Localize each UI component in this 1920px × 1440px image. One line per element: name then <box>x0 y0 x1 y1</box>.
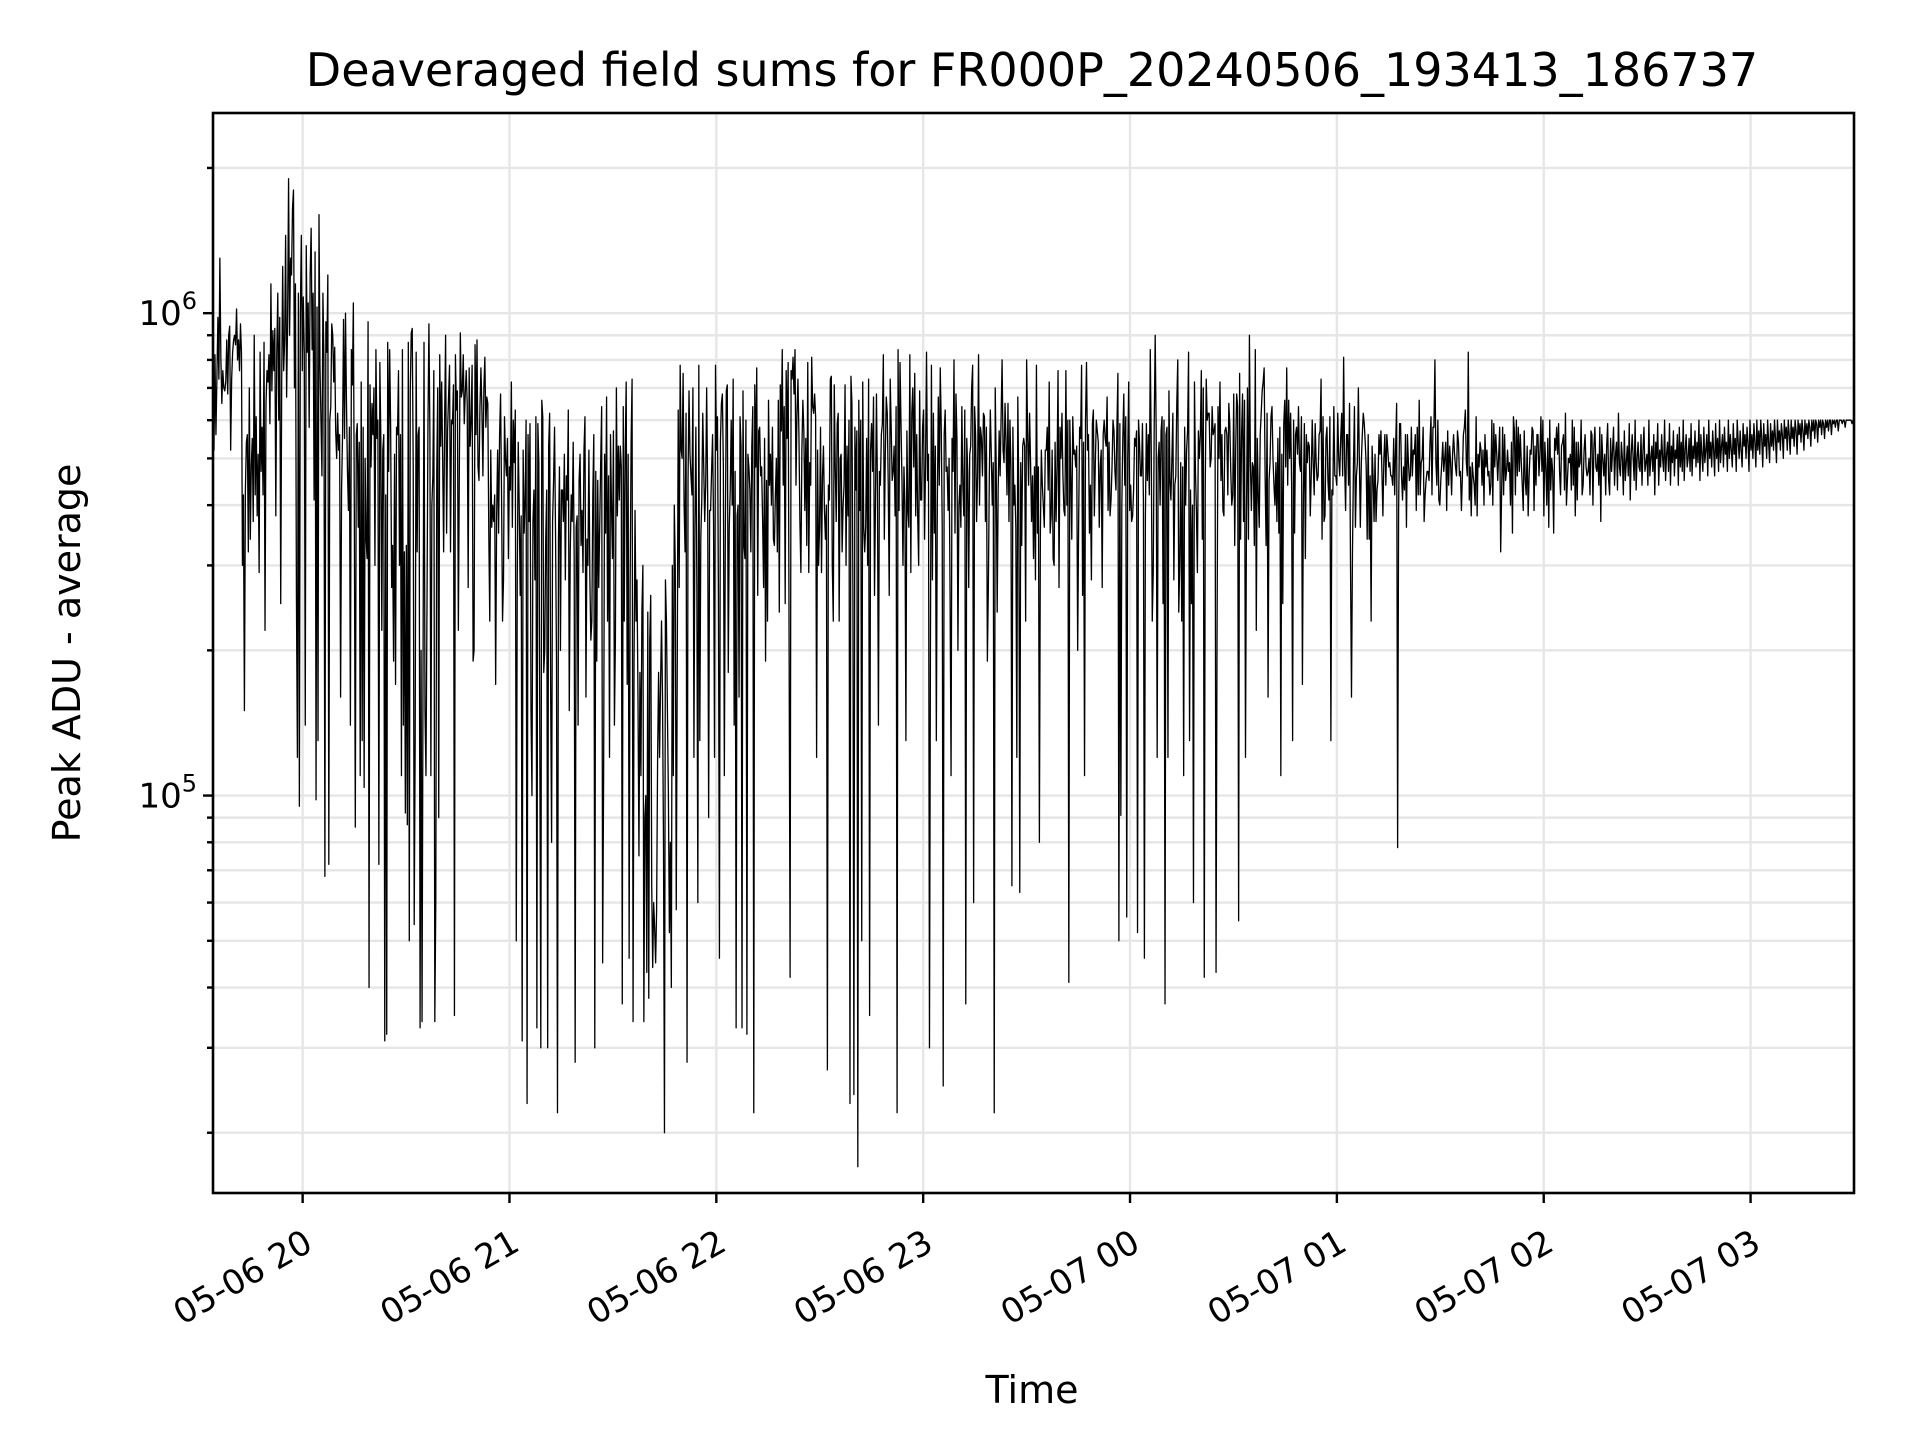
plot-frame <box>211 111 1856 1195</box>
y-axis-label: Peak ADU - average <box>45 464 89 843</box>
chart-title: Deaveraged field sums for FR000P_2024050… <box>306 43 1758 97</box>
series-line <box>213 178 1854 1168</box>
y-tick-label: 105 <box>138 770 197 817</box>
y-axis: 105 106 <box>138 166 213 1134</box>
y-tick-exponent: 6 <box>182 287 197 315</box>
x-axis-label: Time <box>985 1368 1079 1412</box>
y-tick-exponent: 5 <box>182 770 197 798</box>
y-tick-label: 106 <box>138 287 197 334</box>
plot-area <box>213 178 1854 1168</box>
